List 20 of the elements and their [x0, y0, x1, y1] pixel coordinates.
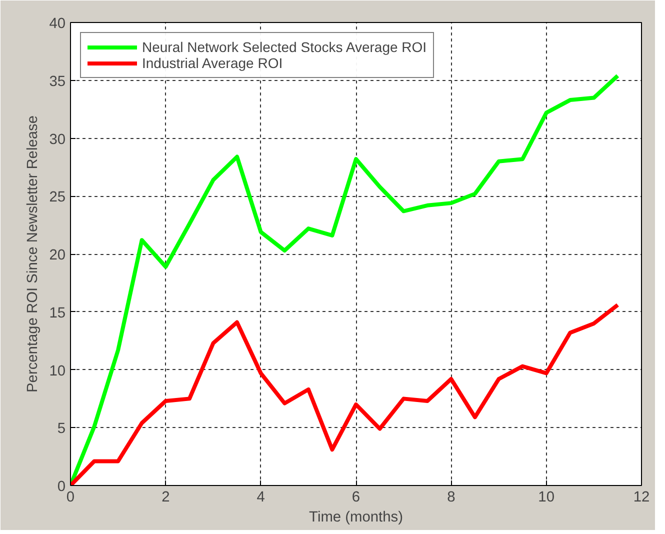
y-tick-label: 20: [49, 248, 66, 264]
x-tick-label: 6: [352, 490, 360, 506]
x-tick-label: 8: [447, 490, 456, 506]
y-tick-label: 25: [49, 190, 66, 206]
y-tick-label: 40: [49, 16, 66, 32]
x-tick-label: 4: [256, 490, 265, 506]
x-tick-label: 2: [162, 490, 170, 506]
legend-label: Industrial Average ROI: [142, 55, 283, 71]
x-axis-title: Time (months): [309, 510, 403, 526]
x-tick-label: 10: [538, 490, 554, 506]
y-tick-label: 30: [49, 132, 66, 148]
y-tick-label: 0: [57, 479, 66, 495]
y-tick-label: 10: [49, 363, 66, 380]
y-tick-label: 15: [49, 305, 66, 322]
y-tick-label: 5: [57, 421, 66, 438]
line-series: [70, 302, 620, 486]
y-tick-label: 35: [49, 74, 66, 90]
legend-label: Neural Network Selected Stocks Average ROI: [142, 39, 427, 55]
y-axis-title: Percentage ROI Since Newsletter Release: [25, 116, 42, 392]
x-tick-label: 12: [633, 490, 650, 506]
